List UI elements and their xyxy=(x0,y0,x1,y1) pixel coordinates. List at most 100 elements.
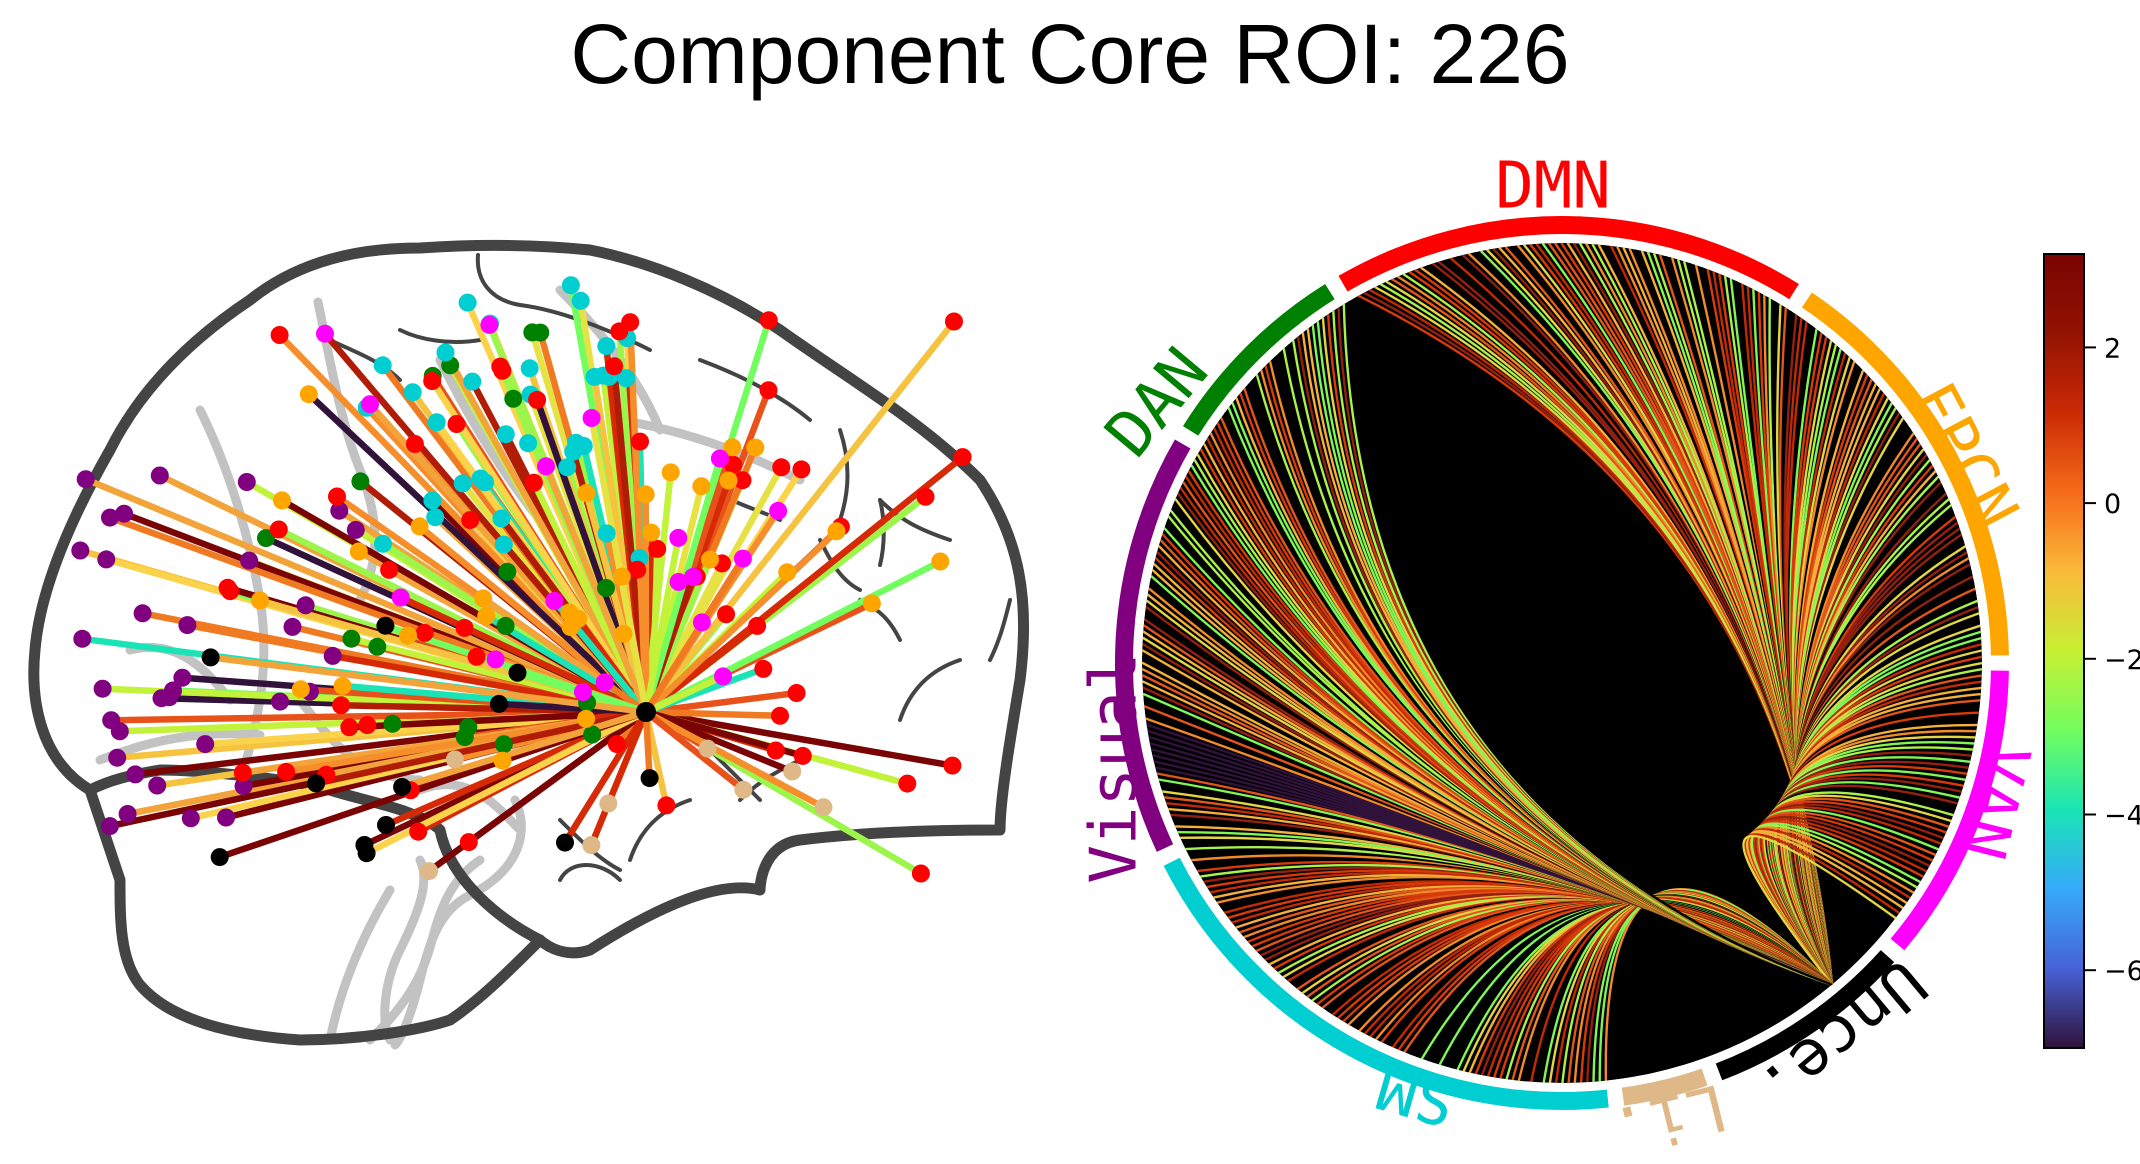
colorbar: 2 0 −2 −4 −6 xyxy=(2043,253,2140,1049)
brain-node xyxy=(181,809,200,828)
brain-node xyxy=(101,508,119,527)
brain-node xyxy=(599,794,618,813)
brain-node xyxy=(595,673,614,692)
brain-node xyxy=(423,372,442,390)
brain-node xyxy=(862,594,881,613)
brain-node xyxy=(383,714,402,733)
colorbar-tick-label: 0 xyxy=(2104,489,2121,520)
brain-node xyxy=(100,817,119,836)
brain-node xyxy=(531,323,550,342)
brain-node xyxy=(931,552,950,571)
brain-node xyxy=(612,567,631,586)
brain-node xyxy=(455,618,474,637)
brain-node xyxy=(772,458,791,477)
brain-edge xyxy=(398,708,650,791)
brain-node xyxy=(605,357,624,376)
arc-van xyxy=(1890,670,2009,951)
brain-node xyxy=(657,796,676,815)
brain-node xyxy=(492,509,511,528)
brain-node xyxy=(493,361,512,380)
brain-node xyxy=(719,471,738,490)
brain-node xyxy=(631,432,649,451)
brain-node xyxy=(436,343,455,362)
brain-edge xyxy=(588,708,650,849)
brain-node xyxy=(493,751,512,770)
brain-node xyxy=(237,473,256,491)
brain-node xyxy=(701,550,719,569)
brain-node xyxy=(316,324,334,343)
brain-node xyxy=(723,438,742,457)
brain-node xyxy=(73,629,92,648)
brain-node xyxy=(410,517,429,536)
brain-node xyxy=(399,626,417,645)
brain-node xyxy=(545,591,564,610)
brain-node xyxy=(323,646,342,665)
brain-node xyxy=(427,413,446,432)
brain-edge xyxy=(642,453,966,716)
chord-ribbon xyxy=(1347,300,1833,986)
brain-node xyxy=(508,663,527,682)
arc-li xyxy=(1621,1068,1708,1106)
brain-node xyxy=(943,756,962,775)
brain-node xyxy=(504,389,523,408)
brain-outline xyxy=(28,240,1030,1046)
brain-node xyxy=(218,578,237,597)
brain-node xyxy=(376,616,395,635)
brain-node xyxy=(778,563,797,582)
brain-node xyxy=(582,409,601,427)
brain-node xyxy=(528,390,547,409)
colorbar-tick-label: −6 xyxy=(2104,956,2140,987)
brain-edge xyxy=(82,475,650,716)
brain-node xyxy=(346,520,365,539)
brain-node xyxy=(498,562,517,581)
arc-fpcn xyxy=(1801,292,2009,656)
brain-node xyxy=(277,762,296,781)
brain-node xyxy=(583,725,602,744)
brain-node xyxy=(494,535,513,554)
brain-node xyxy=(669,572,688,591)
brain-node xyxy=(210,848,229,867)
brain-node xyxy=(467,647,486,666)
brain-node xyxy=(150,466,169,485)
brain-node xyxy=(698,739,717,758)
brain-node xyxy=(524,473,543,492)
brain-node xyxy=(380,560,399,579)
brain-node xyxy=(573,683,592,702)
brain-node xyxy=(415,623,434,642)
colorbar-ticks: 2 0 −2 −4 −6 xyxy=(2084,333,2140,987)
brain-edge xyxy=(305,390,650,716)
brain-node xyxy=(118,805,137,823)
brain-node xyxy=(240,551,259,570)
brain-node xyxy=(617,369,636,388)
brain-edge xyxy=(207,654,650,716)
brain-node xyxy=(463,372,482,391)
label-dmn: DMN xyxy=(1495,150,1611,224)
brain-node xyxy=(814,798,833,817)
brain-node xyxy=(496,425,515,444)
brain-edge xyxy=(561,708,650,846)
brain-node xyxy=(766,741,785,760)
brain-node xyxy=(684,567,703,586)
brain-node xyxy=(403,383,422,402)
colorbar-gradient xyxy=(2043,253,2085,1049)
brain-node xyxy=(102,711,121,730)
brain-node xyxy=(173,668,192,687)
brain-node xyxy=(783,762,802,781)
brain-node xyxy=(754,659,773,678)
brain-node xyxy=(642,523,661,542)
brain-node xyxy=(445,750,464,769)
label-visual: Visual xyxy=(1078,652,1152,883)
brain-node xyxy=(614,624,633,643)
brain-node xyxy=(330,501,349,520)
brain-node xyxy=(769,501,788,520)
brain-node xyxy=(373,356,392,375)
brain-node xyxy=(333,676,352,695)
brain-node xyxy=(569,609,588,628)
brain-node xyxy=(273,491,291,510)
brain-node xyxy=(420,862,439,881)
brain-node xyxy=(233,763,252,782)
brain-node xyxy=(827,522,846,541)
brain-node xyxy=(733,549,752,568)
brain-node xyxy=(520,359,539,378)
brain-node xyxy=(597,337,616,356)
